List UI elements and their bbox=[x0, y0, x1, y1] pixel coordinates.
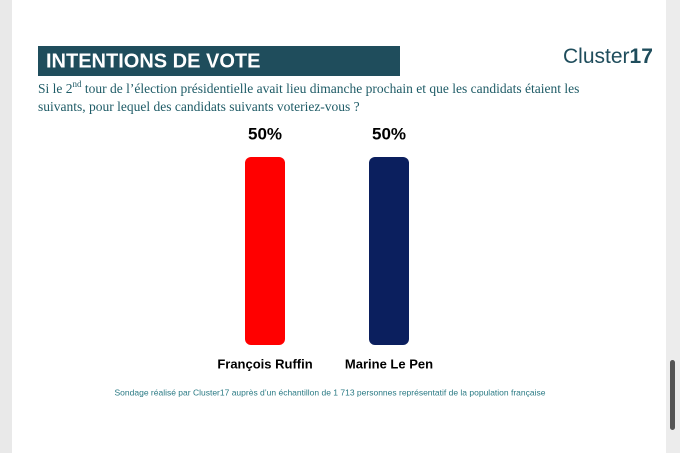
subtitle-part: Si le 2 bbox=[38, 81, 73, 96]
brand-name: Cluster bbox=[563, 45, 630, 68]
bar bbox=[369, 157, 409, 345]
scrollbar[interactable] bbox=[670, 360, 675, 430]
value-label: 50% bbox=[372, 124, 406, 143]
subtitle-sup: nd bbox=[73, 79, 83, 89]
chart-title: INTENTIONS DE VOTE bbox=[46, 50, 260, 72]
category-label: François Ruffin bbox=[217, 356, 312, 371]
brand: Cluster17 bbox=[563, 45, 653, 68]
left-margin bbox=[0, 0, 12, 453]
value-label: 50% bbox=[248, 124, 282, 143]
brand-number: 17 bbox=[630, 45, 653, 68]
subtitle: Si le 2nd tour de l’élection présidentie… bbox=[38, 79, 579, 96]
right-margin bbox=[666, 0, 680, 453]
source-note: Sondage réalisé par Cluster17 auprès d’u… bbox=[115, 387, 546, 397]
subtitle-line: suivants, pour lequel des candidats suiv… bbox=[38, 99, 360, 114]
title-bar bbox=[38, 46, 400, 76]
category-label: Marine Le Pen bbox=[345, 356, 433, 371]
subtitle-part: tour de l’élection présidentielle avait … bbox=[82, 81, 580, 96]
bar bbox=[245, 157, 285, 345]
